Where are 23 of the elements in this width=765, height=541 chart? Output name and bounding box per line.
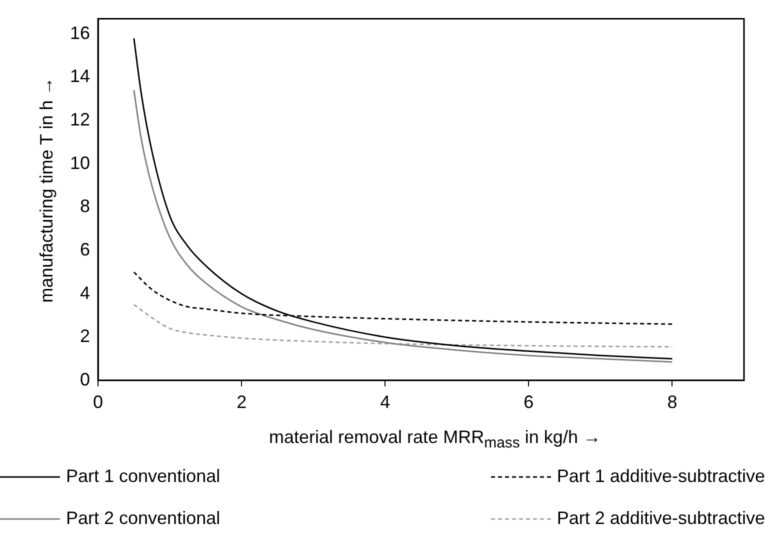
x-tick-label: 2 xyxy=(236,392,247,412)
legend-label: Part 1 conventional xyxy=(66,466,220,487)
legend-label: Part 2 conventional xyxy=(66,508,220,529)
y-tick-label: 0 xyxy=(80,369,90,390)
y-tick-label: 12 xyxy=(70,110,90,130)
y-tick-label: 16 xyxy=(70,22,90,43)
x-tick-label: 4 xyxy=(380,392,390,412)
x-tick-label: 8 xyxy=(667,392,678,412)
line-series xyxy=(133,304,673,348)
x-tick-label: 0 xyxy=(93,392,104,412)
line-series xyxy=(133,90,673,363)
y-tick-label: 2 xyxy=(80,326,90,346)
legend-label: Part 2 additive-subtractive xyxy=(556,508,765,529)
y-tick-label: 4 xyxy=(80,282,90,303)
x-axis-title: material removal rate MRR$_{mass}$ in kg/h → xyxy=(268,427,602,452)
legend-label: Part 1 additive-subtractive xyxy=(556,466,765,487)
y-tick-label: 6 xyxy=(80,239,90,260)
x-tick-label: 6 xyxy=(524,392,534,412)
y-tick-label: 8 xyxy=(80,196,90,216)
y-tick-label: 10 xyxy=(70,152,90,173)
y-tick-label: 14 xyxy=(70,66,90,86)
y-axis-title: manufacturing time T in h → xyxy=(36,77,58,303)
line-series xyxy=(133,38,673,360)
